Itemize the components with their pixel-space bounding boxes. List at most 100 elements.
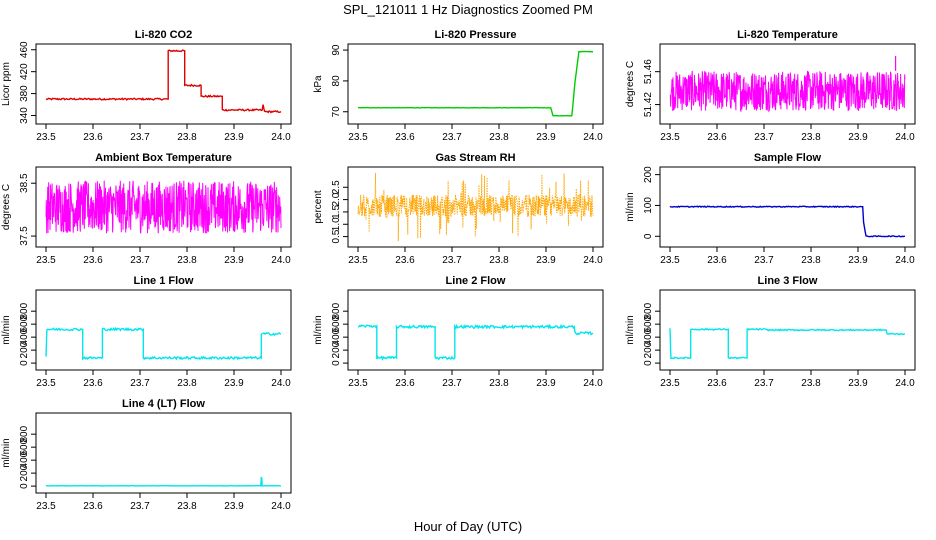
plot-frame [659,43,916,125]
x-tick-label: 24.0 [271,255,291,266]
y-tick-label: 200 [643,166,654,183]
x-tick-label: 23.8 [801,255,821,266]
plot-frame [659,289,916,371]
x-tick-label: 23.6 [83,132,103,143]
y-axis-label: degrees C [1,184,12,230]
y-tick-label: 200 [19,464,30,481]
panel-9: Line 4 (LT) Flow ml/min 23.5 23.6 23.7 23.8 23… [1,398,292,512]
x-tick-label: 23.7 [130,501,150,512]
x-tick-label: 23.8 [177,501,197,512]
y-tick-label: 90 [331,44,342,56]
x-tick-label: 24.0 [271,132,291,143]
panel-title: Li-820 CO2 [135,29,192,41]
x-tick-label: 23.6 [83,501,103,512]
x-tick-label: 23.7 [130,132,150,143]
x-tick-label: 23.7 [754,132,774,143]
x-tick-label: 23.6 [707,132,727,143]
x-tick-label: 23.6 [83,255,103,266]
x-tick-label: 24.0 [583,132,603,143]
panel-8: Line 3 Flow ml/min 23.5 23.6 23.7 23.8 23.9 24.… [625,275,916,389]
x-tick-label: 23.5 [660,255,680,266]
y-tick-label: 800 [19,425,30,442]
y-axis-label: Licor ppm [1,62,12,106]
plot-frame [35,166,292,248]
y-axis-label: ml/min [1,315,12,344]
y-tick-label: 2.5 [331,180,342,194]
figure-x-label: Hour of Day (UTC) [414,519,522,534]
y-tick-label: 400 [331,328,342,345]
panel-5: Sample Flow ml/min 23.5 23.6 23.7 23.8 23.9 24.… [625,152,916,266]
y-tick-label: 400 [643,328,654,345]
y-tick-label: 600 [331,315,342,332]
x-tick-label: 23.6 [707,378,727,389]
y-tick-label: 600 [19,438,30,455]
x-tick-label: 23.5 [348,255,368,266]
y-tick-label: 600 [19,315,30,332]
panel-title: Line 1 Flow [134,275,194,287]
panel-title: Sample Flow [754,152,822,164]
x-tick-label: 23.7 [754,255,774,266]
y-tick-label: 420 [19,63,30,80]
panel-3: Ambient Box Temperature degrees C 23.5 23.6… [1,152,292,266]
panel-title: Line 3 Flow [758,275,818,287]
x-tick-label: 23.9 [224,132,244,143]
x-tick-label: 23.5 [36,255,56,266]
x-tick-label: 24.0 [583,255,603,266]
panel-6: Line 1 Flow ml/min 23.5 23.6 23.7 23.8 23.9 24.… [1,275,292,389]
panel-2: Li-820 Temperature degrees C 23.5 23.6 23.7 2… [625,29,916,143]
y-axis-label: ml/min [625,315,636,344]
y-axis-label: degrees C [625,61,636,107]
plot-frame [347,289,604,371]
panel-title: Line 2 Flow [446,275,506,287]
y-tick-label: 80 [331,75,342,87]
y-axis-label: percent [313,190,324,224]
panel-title: Ambient Box Temperature [95,152,232,164]
x-tick-label: 23.8 [489,132,509,143]
x-tick-label: 23.9 [848,378,868,389]
y-tick-label: 37.5 [19,226,30,246]
y-tick-label: 800 [19,302,30,319]
panel-4: Gas Stream RH percent 23.5 23.6 23.7 23.8 23.9… [313,152,604,266]
y-tick-label: 460 [19,41,30,58]
y-axis-label: ml/min [625,192,636,221]
x-tick-label: 23.5 [660,132,680,143]
y-tick-label: 0.5 [331,229,342,243]
x-tick-label: 23.7 [442,255,462,266]
x-tick-label: 23.7 [130,378,150,389]
data-series [358,50,594,117]
data-series [357,323,594,362]
data-series [45,180,282,234]
x-tick-label: 23.5 [36,501,56,512]
x-tick-label: 23.6 [395,378,415,389]
panel-title: Li-820 Temperature [737,29,838,41]
y-axis-label: ml/min [313,315,324,344]
x-tick-label: 23.9 [224,378,244,389]
data-series [357,172,594,242]
x-tick-label: 24.0 [271,501,291,512]
plot-frame [347,166,604,248]
x-tick-label: 23.9 [536,132,556,143]
panel-title: Line 4 (LT) Flow [122,398,205,410]
y-tick-label: 0 [643,233,654,239]
y-tick-label: 0 [643,360,654,366]
x-tick-label: 23.9 [848,132,868,143]
y-axis-label: kPa [313,75,324,93]
plot-frame [347,43,604,125]
y-tick-label: 0 [19,360,30,366]
x-tick-label: 23.8 [489,255,509,266]
data-series [46,476,282,487]
x-tick-label: 23.5 [36,378,56,389]
data-series [45,49,282,114]
panel-0: Li-820 CO2 Licor ppm 23.5 23.6 23.7 23.8 23.9 2… [1,29,292,143]
x-tick-label: 23.9 [224,501,244,512]
x-tick-label: 23.9 [224,255,244,266]
x-tick-label: 24.0 [895,378,915,389]
y-tick-label: 600 [643,315,654,332]
x-tick-label: 23.7 [442,132,462,143]
plot-frame [35,289,292,371]
data-series [669,70,906,113]
x-tick-label: 23.7 [442,378,462,389]
data-series [669,327,905,360]
x-tick-label: 23.5 [348,378,368,389]
x-tick-label: 23.8 [489,378,509,389]
